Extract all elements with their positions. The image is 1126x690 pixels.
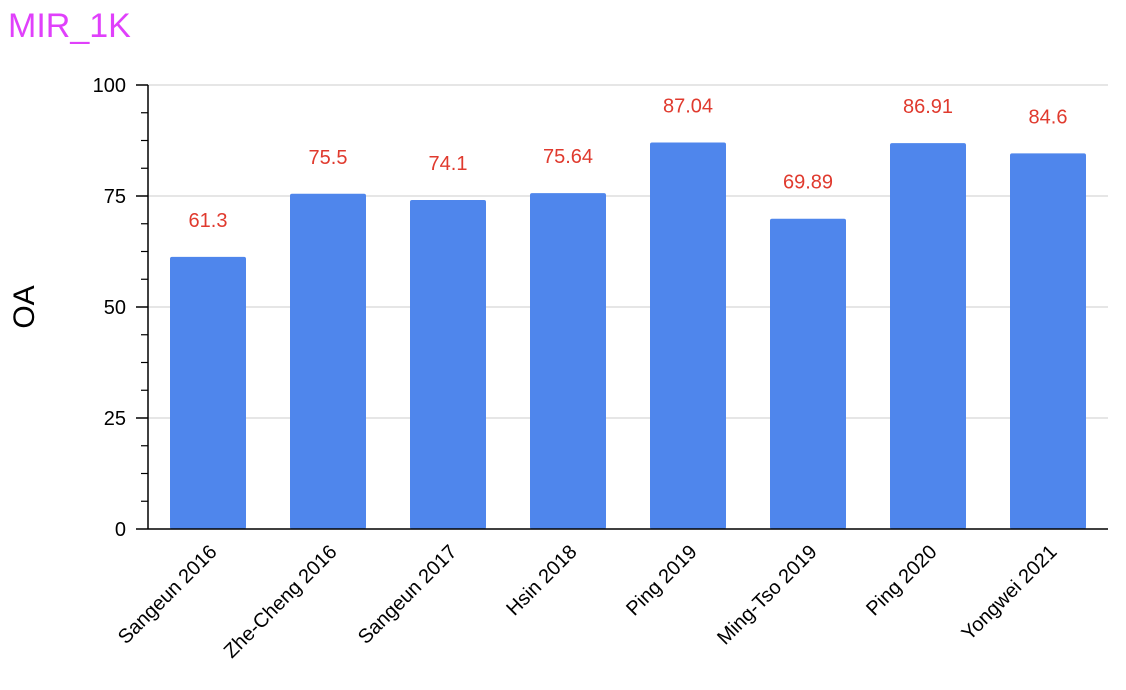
data-label: 84.6: [1029, 106, 1068, 128]
y-tick-label: 25: [104, 408, 126, 430]
data-label: 61.3: [189, 210, 228, 232]
data-label: 86.91: [903, 96, 953, 118]
x-tick-label: Sangeun 2017: [354, 541, 462, 649]
x-tick-label: Sangeun 2016: [114, 541, 222, 649]
data-label: 74.1: [429, 153, 468, 175]
data-label: 75.5: [309, 147, 348, 169]
x-tick-label: Ping 2019: [622, 541, 701, 620]
bar-0: [170, 256, 246, 529]
y-tick-label: 0: [115, 519, 126, 541]
x-tick-label: Zhe-Cheng 2016: [220, 541, 342, 663]
x-tick-label: Ming-Tso 2019: [713, 541, 821, 649]
bar-1: [290, 193, 366, 529]
data-label: 87.04: [663, 96, 713, 118]
data-label: 75.64: [543, 146, 593, 168]
bar-5: [770, 218, 846, 529]
y-tick-label: 100: [93, 75, 126, 97]
bar-2: [410, 199, 486, 529]
bar-3: [530, 193, 606, 530]
x-tick-label: Ping 2020: [862, 541, 941, 620]
y-axis-title: OA: [8, 285, 41, 328]
y-tick-label: 75: [104, 186, 126, 208]
x-tick-label: Hsin 2018: [502, 541, 581, 620]
bar-4: [650, 142, 726, 529]
x-tick-label: Yongwei 2021: [958, 541, 1062, 645]
bar-7: [1010, 153, 1086, 529]
bar-6: [890, 143, 966, 529]
data-label: 69.89: [783, 172, 833, 194]
y-tick-label: 50: [104, 297, 126, 319]
chart-title: MIR_1K: [8, 7, 131, 45]
axes: [136, 84, 1108, 530]
bars: [170, 142, 1086, 530]
